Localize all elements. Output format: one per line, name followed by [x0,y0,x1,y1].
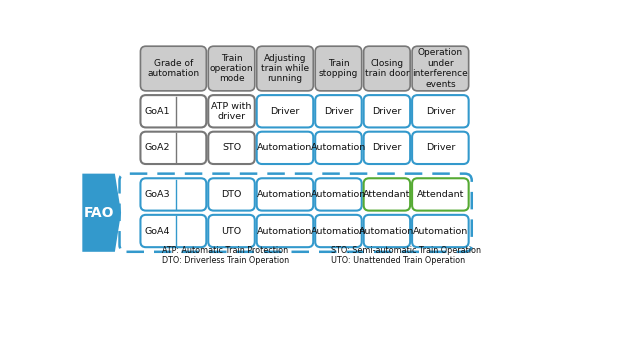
Text: FAO: FAO [83,206,114,220]
Text: DTO: DTO [221,190,242,199]
Text: ATP with
driver: ATP with driver [211,102,252,121]
Text: Automation: Automation [359,227,415,235]
Text: STO: STO [222,143,241,152]
FancyBboxPatch shape [316,178,362,211]
Text: GoA3: GoA3 [144,190,170,199]
Text: Automation: Automation [257,227,312,235]
Text: GoA2: GoA2 [144,143,170,152]
Text: STO: Semi-automatic Train Operation
UTO: Unattended Train Operation: STO: Semi-automatic Train Operation UTO:… [331,246,481,265]
FancyBboxPatch shape [316,46,362,91]
Text: Automation: Automation [257,143,312,152]
Text: Driver: Driver [372,107,401,116]
Text: Driver: Driver [426,143,455,152]
Text: Train
stopping: Train stopping [319,59,358,78]
FancyBboxPatch shape [412,178,468,211]
FancyBboxPatch shape [140,95,206,127]
Text: Driver: Driver [270,107,300,116]
Text: ATP: Automatic Train Protection
DTO: Driverless Train Operation: ATP: Automatic Train Protection DTO: Dri… [162,246,289,265]
FancyBboxPatch shape [257,46,313,91]
FancyBboxPatch shape [208,215,255,247]
FancyBboxPatch shape [257,178,313,211]
Text: GoA4: GoA4 [144,227,170,235]
FancyBboxPatch shape [412,46,468,91]
FancyBboxPatch shape [208,132,255,164]
Text: Driver: Driver [324,107,353,116]
Text: Driver: Driver [426,107,455,116]
Text: Driver: Driver [372,143,401,152]
FancyBboxPatch shape [316,215,362,247]
Text: Closing
train door: Closing train door [365,59,409,78]
FancyBboxPatch shape [140,215,206,247]
FancyBboxPatch shape [364,46,410,91]
Text: GoA1: GoA1 [144,107,170,116]
FancyBboxPatch shape [316,132,362,164]
FancyBboxPatch shape [364,95,410,127]
Text: Attendant: Attendant [364,190,411,199]
Text: Grade of
automation: Grade of automation [147,59,200,78]
FancyBboxPatch shape [257,215,313,247]
Text: Adjusting
train while
running: Adjusting train while running [261,54,309,83]
Polygon shape [83,174,121,252]
FancyBboxPatch shape [140,46,206,91]
Text: Attendant: Attendant [417,190,464,199]
FancyBboxPatch shape [412,132,468,164]
FancyBboxPatch shape [364,178,410,211]
FancyBboxPatch shape [140,178,206,211]
Text: Automation: Automation [413,227,468,235]
FancyBboxPatch shape [412,215,468,247]
FancyBboxPatch shape [208,46,255,91]
Text: Train
operation
mode: Train operation mode [210,54,253,83]
FancyBboxPatch shape [257,95,313,127]
FancyBboxPatch shape [257,132,313,164]
FancyBboxPatch shape [208,178,255,211]
FancyBboxPatch shape [364,215,410,247]
FancyBboxPatch shape [208,95,255,127]
FancyBboxPatch shape [140,132,206,164]
Text: Automation: Automation [311,227,366,235]
Text: Automation: Automation [311,143,366,152]
FancyBboxPatch shape [364,132,410,164]
FancyBboxPatch shape [412,95,468,127]
Text: Automation: Automation [257,190,312,199]
FancyBboxPatch shape [316,95,362,127]
Text: Operation
under
interference
events: Operation under interference events [413,48,468,89]
Text: Automation: Automation [311,190,366,199]
Text: UTO: UTO [221,227,241,235]
